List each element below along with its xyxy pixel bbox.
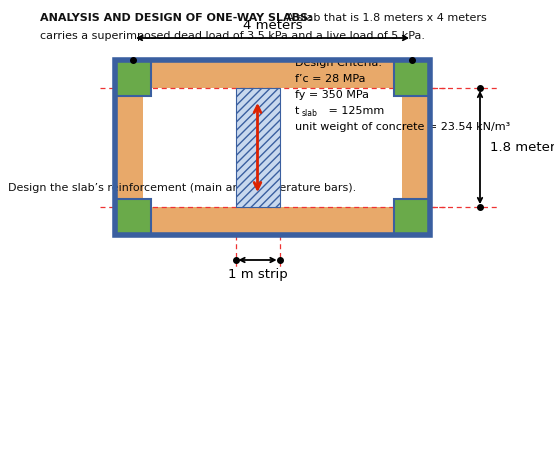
Text: carries a superimposed dead load of 3.5 kPa and a live load of 5 kPa.: carries a superimposed dead load of 3.5 … — [40, 31, 425, 41]
Text: Design Criteria:: Design Criteria: — [295, 58, 382, 68]
Bar — [402, 60, 430, 235]
Bar — [115, 207, 430, 235]
Text: fy = 350 MPa: fy = 350 MPa — [295, 90, 369, 100]
Bar — [235, 88, 280, 207]
Text: ANALYSIS AND DESIGN OF ONE-WAY SLABS:: ANALYSIS AND DESIGN OF ONE-WAY SLABS: — [40, 13, 312, 23]
Bar — [115, 60, 430, 235]
Text: slab: slab — [302, 109, 318, 118]
Bar — [115, 60, 430, 88]
Text: t: t — [295, 106, 299, 116]
Text: = 125mm: = 125mm — [325, 106, 384, 116]
Text: 4 meters: 4 meters — [243, 19, 302, 32]
Text: Design the slab’s reinforcement (main and temperature bars).: Design the slab’s reinforcement (main an… — [8, 183, 356, 193]
Bar — [115, 60, 430, 235]
Bar — [115, 60, 143, 235]
Text: unit weight of concrete = 23.54 kN/m³: unit weight of concrete = 23.54 kN/m³ — [295, 122, 510, 132]
Bar — [115, 199, 151, 235]
Bar — [115, 60, 151, 96]
Bar — [394, 199, 430, 235]
Text: 1 m strip: 1 m strip — [228, 268, 288, 281]
Text: 1.8 meters: 1.8 meters — [490, 141, 554, 154]
Bar — [394, 60, 430, 96]
Text: f’c = 28 MPa: f’c = 28 MPa — [295, 74, 366, 84]
Text: A slab that is 1.8 meters x 4 meters: A slab that is 1.8 meters x 4 meters — [283, 13, 487, 23]
